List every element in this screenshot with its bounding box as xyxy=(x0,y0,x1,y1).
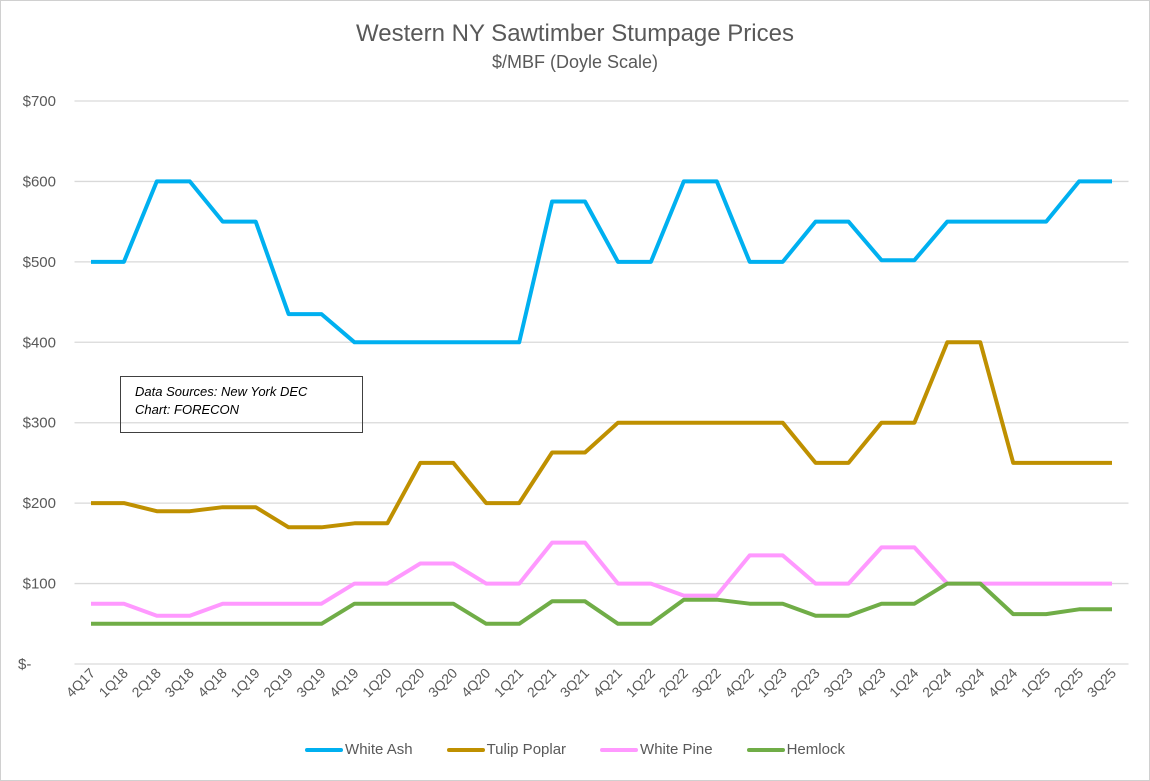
x-tick-label: 4Q17 xyxy=(63,665,99,701)
chart-subtitle: $/MBF (Doyle Scale) xyxy=(491,52,659,72)
series-line-tulip-poplar xyxy=(91,340,1112,530)
legend-swatch xyxy=(746,747,785,752)
legend-item: Tulip Poplar xyxy=(446,741,567,758)
chart-title: Western NY Sawtimber Stumpage Prices xyxy=(356,20,794,47)
series-line-white-pine xyxy=(91,540,1112,618)
series-line-white-ash xyxy=(91,179,1112,345)
legend-swatch xyxy=(600,747,639,752)
x-tick-label: 1Q25 xyxy=(1018,665,1054,701)
x-tick-label: 3Q23 xyxy=(820,665,856,701)
x-tick-label: 4Q21 xyxy=(590,665,626,701)
x-tick-label: 4Q20 xyxy=(458,665,494,701)
x-tick-label: 3Q22 xyxy=(688,665,724,701)
legend-swatch xyxy=(305,747,344,752)
series-line-hemlock xyxy=(91,581,1112,626)
x-tick-label: 4Q23 xyxy=(853,665,889,701)
x-tick-label: 2Q20 xyxy=(392,665,428,701)
x-tick-label: 2Q23 xyxy=(787,665,823,701)
x-tick-label: 2Q22 xyxy=(655,665,691,701)
x-tick-label: 3Q21 xyxy=(557,665,593,701)
x-tick-label: 2Q19 xyxy=(260,665,296,701)
y-tick-label: $600 xyxy=(23,173,56,190)
x-tick-label: 3Q18 xyxy=(161,665,197,701)
note-line-chart: Chart: FORECON xyxy=(135,402,240,417)
legend-item: White Pine xyxy=(600,741,713,758)
y-tick-label: $300 xyxy=(23,415,56,432)
x-tick-label: 2Q21 xyxy=(524,665,560,701)
x-tick-label: 2Q18 xyxy=(128,665,164,701)
x-tick-label: 4Q22 xyxy=(721,665,757,701)
x-tick-label: 1Q18 xyxy=(95,665,131,701)
legend-swatch xyxy=(446,747,485,752)
x-tick-label: 3Q25 xyxy=(1084,665,1120,701)
legend-label: Tulip Poplar xyxy=(486,741,567,758)
x-tick-label: 4Q24 xyxy=(985,665,1021,701)
y-tick-label: $500 xyxy=(23,254,56,271)
x-tick-label: 1Q22 xyxy=(622,665,658,701)
x-tick-label: 1Q19 xyxy=(227,665,263,701)
x-tick-label: 1Q20 xyxy=(359,665,395,701)
y-tick-label: $400 xyxy=(23,334,56,351)
legend: White Ash Tulip Poplar White Pine Hemlock xyxy=(0,741,1150,758)
x-tick-label: 1Q24 xyxy=(886,665,922,701)
legend-item: Hemlock xyxy=(746,741,845,758)
y-tick-label: $100 xyxy=(23,576,56,593)
x-tick-label: 3Q19 xyxy=(293,665,329,701)
x-tick-label: 3Q24 xyxy=(952,665,988,701)
x-tick-label: 4Q19 xyxy=(326,665,362,701)
x-tick-label: 2Q25 xyxy=(1051,665,1087,701)
x-tick-label: 1Q23 xyxy=(754,665,790,701)
legend-label: White Pine xyxy=(640,741,713,758)
legend-label: Hemlock xyxy=(786,741,845,758)
y-tick-label: $200 xyxy=(23,495,56,512)
x-tick-label: 3Q20 xyxy=(425,665,461,701)
x-tick-label: 2Q24 xyxy=(919,665,955,701)
y-tick-label: $- xyxy=(18,656,31,673)
note-line-sources: Data Sources: New York DEC xyxy=(135,384,308,399)
data-source-note: Data Sources: New York DEC Chart: FORECO… xyxy=(120,376,363,433)
legend-label: White Ash xyxy=(345,741,413,758)
legend-item: White Ash xyxy=(305,741,413,758)
x-tick-label: 4Q18 xyxy=(194,665,230,701)
x-tick-label: 1Q21 xyxy=(491,665,527,701)
y-tick-label: $700 xyxy=(23,93,56,110)
